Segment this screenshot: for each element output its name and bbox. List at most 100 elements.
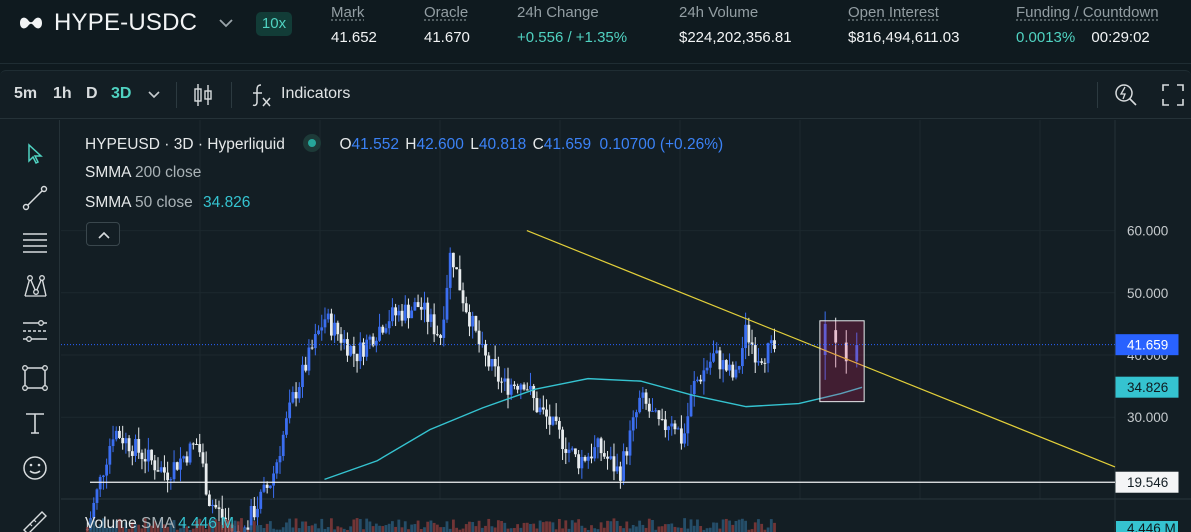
timeframe-5m[interactable]: 5m [14,85,38,102]
price-chart[interactable]: 60.00050.00040.00030.00010.00041.65934.8… [0,71,1191,532]
candle-body [564,449,568,453]
volume-bar [577,519,581,532]
stat-label[interactable]: Funding / Countdown [1016,4,1159,21]
volume-bar [416,520,420,532]
candles-icon[interactable] [192,82,214,108]
volume-bar [207,522,211,532]
candle-body [384,328,388,333]
leverage-badge[interactable]: 10x [256,12,292,36]
legend-smma200[interactable]: SMMA 200 close [85,164,201,182]
indicators-button[interactable]: Indicators [281,85,351,102]
price-tick-label: 50.000 [1127,286,1168,301]
volume-bar [538,520,542,532]
horizontal-lines-tool-icon[interactable] [20,227,50,257]
cursor-icon[interactable] [20,139,50,169]
volume-bar [224,519,227,532]
volume-bar [362,529,365,532]
timeframe-chevron-icon[interactable] [147,89,161,101]
candle-body [371,336,375,346]
candle-body [503,378,507,382]
candle-body [127,438,131,452]
stat-label[interactable]: Oracle [424,4,469,21]
volume-bar [561,528,564,532]
candle-body [721,360,725,370]
volume-bar [435,524,439,532]
volume-bar [468,521,471,532]
timeframe-1h[interactable]: 1h [53,85,72,102]
candle-body [500,381,503,383]
stat-funding: Funding / Countdown 0.0013% 00:29:02 [1016,4,1159,46]
candle-body [278,456,282,463]
volume-bar [535,528,539,532]
timeframe-d[interactable]: D [86,85,98,102]
candle-body [394,307,398,316]
candle-body [519,384,523,390]
fib-tool-icon[interactable] [20,317,50,347]
legend-smma50[interactable]: SMMA 50 close 34.826 [85,194,250,212]
trendline-tool-icon[interactable] [20,183,50,213]
candle-body [179,458,182,470]
candle-body [137,438,141,453]
volume-bar [525,522,529,532]
volume-bar [134,524,137,532]
volume-bar [689,519,693,532]
collapse-legend-button[interactable] [86,222,120,246]
candle-body [102,475,105,477]
candle-body [410,310,414,319]
eye-dot-icon[interactable] [303,134,322,152]
volume-bar [378,525,381,532]
volume-bar [317,528,320,532]
candle-body [574,448,577,455]
volume-bar [631,524,635,532]
volume-bar [522,522,526,532]
volume-bar [384,525,388,532]
smma-price-tag: 34.826 [1127,380,1168,395]
candle-body [538,407,542,413]
ruler-tool-icon[interactable] [20,508,50,532]
volume-bar [574,522,577,532]
emoji-tool-icon[interactable] [20,453,50,483]
stat-24h-volume: 24h Volume $224,202,356.81 [679,4,792,46]
candle-body [400,310,404,321]
text-tool-icon[interactable] [20,408,50,438]
candle-body [362,342,365,357]
candle-body [651,410,654,412]
timeframe-3d[interactable]: 3D [111,85,132,102]
candle-body [625,451,629,456]
legend-volume[interactable]: Volume SMA 4.446 M [85,515,234,532]
candle-body [551,416,555,425]
candle-body [217,507,221,509]
candle-body [731,364,735,378]
replay-search-icon[interactable] [1113,82,1139,108]
stat-label[interactable]: Open Interest [848,4,939,21]
candle-body [773,340,776,349]
chevron-down-icon[interactable] [217,16,235,30]
volume-bar [195,520,198,532]
volume-bar [179,528,182,532]
volume-bar [641,524,645,532]
pair-selector[interactable]: HYPE-USDC [54,9,198,36]
volume-bar [256,525,259,532]
stat-label[interactable]: Mark [331,4,365,21]
volume-bar [763,529,767,532]
rectangle-tool-icon[interactable] [20,363,50,393]
volume-bar [625,521,629,532]
candle-body [496,366,500,382]
volume-bar [410,524,414,532]
candle-body [413,302,417,311]
volume-bar [191,528,195,532]
market-header: HYPE-USDC 10x Mark 41.652 Oracle 41.670 … [0,0,1191,64]
candle-body [747,324,751,343]
pattern-tool-icon[interactable] [20,272,50,302]
volume-bar [663,524,667,532]
fullscreen-icon[interactable] [1161,83,1185,107]
legend-l-value: 40.818 [478,136,527,153]
volume-bar [272,528,275,532]
candle-body [699,379,703,382]
candle-body [304,364,308,371]
candle-body [541,407,545,410]
stat-oracle: Oracle 41.670 [424,4,470,46]
function-fx-icon[interactable] [249,82,273,108]
volume-bar [651,520,654,532]
candle-body [689,394,693,417]
